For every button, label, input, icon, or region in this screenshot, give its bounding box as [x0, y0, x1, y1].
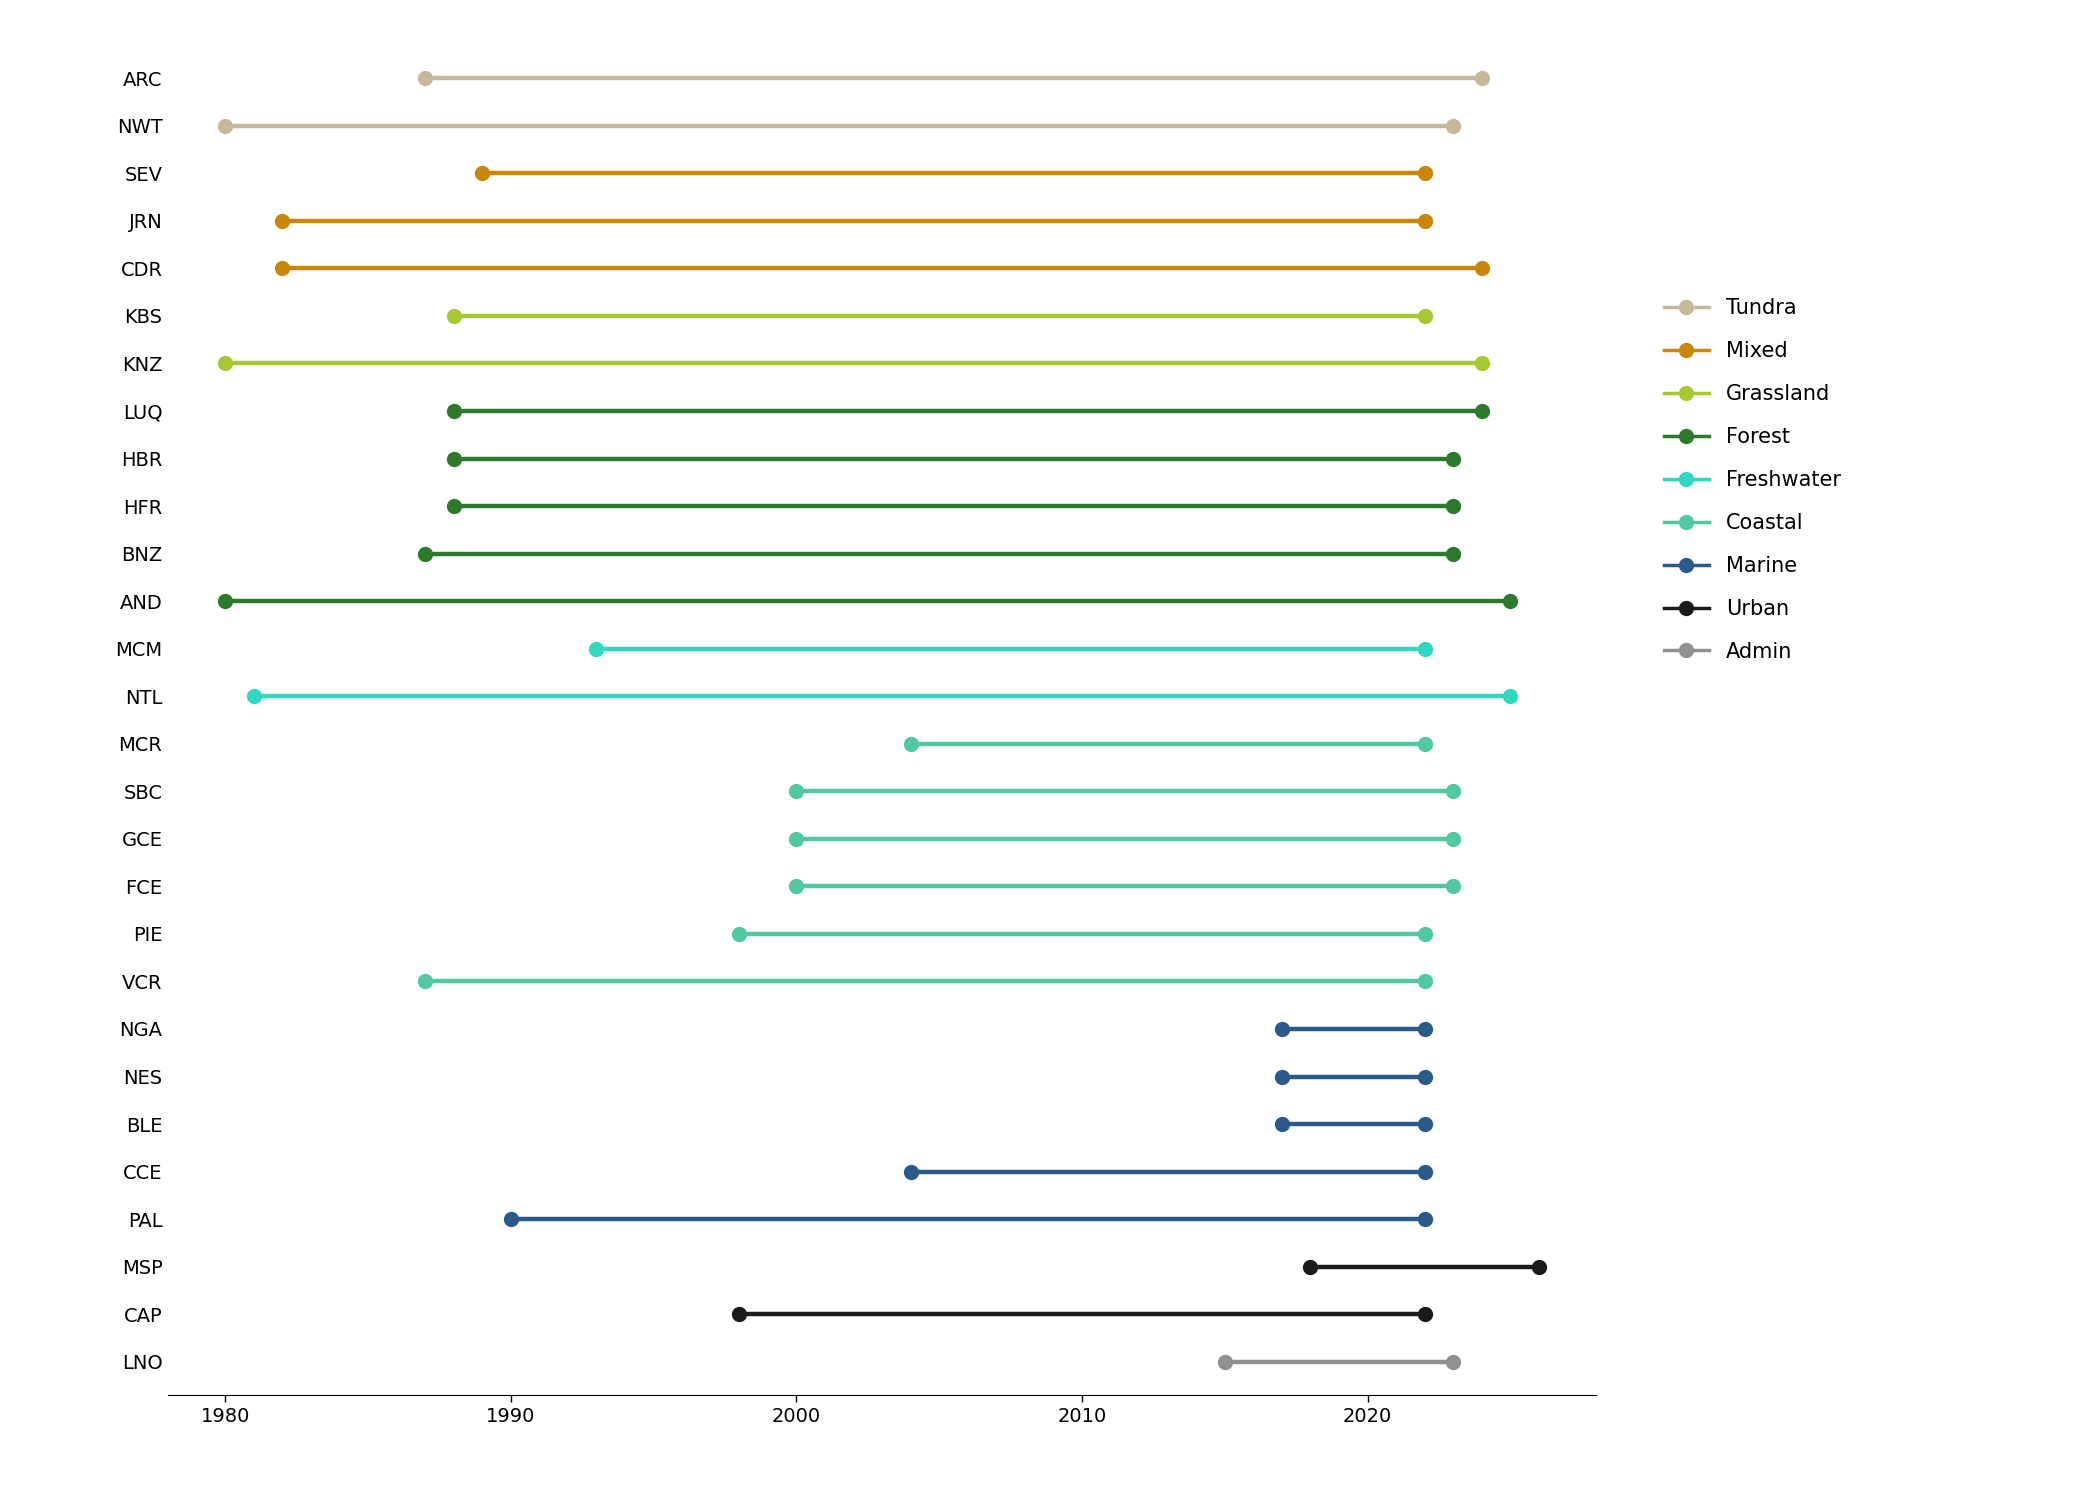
Legend: Tundra, Mixed, Grassland, Forest, Freshwater, Coastal, Marine, Urban, Admin: Tundra, Mixed, Grassland, Forest, Freshw… — [1663, 298, 1842, 662]
